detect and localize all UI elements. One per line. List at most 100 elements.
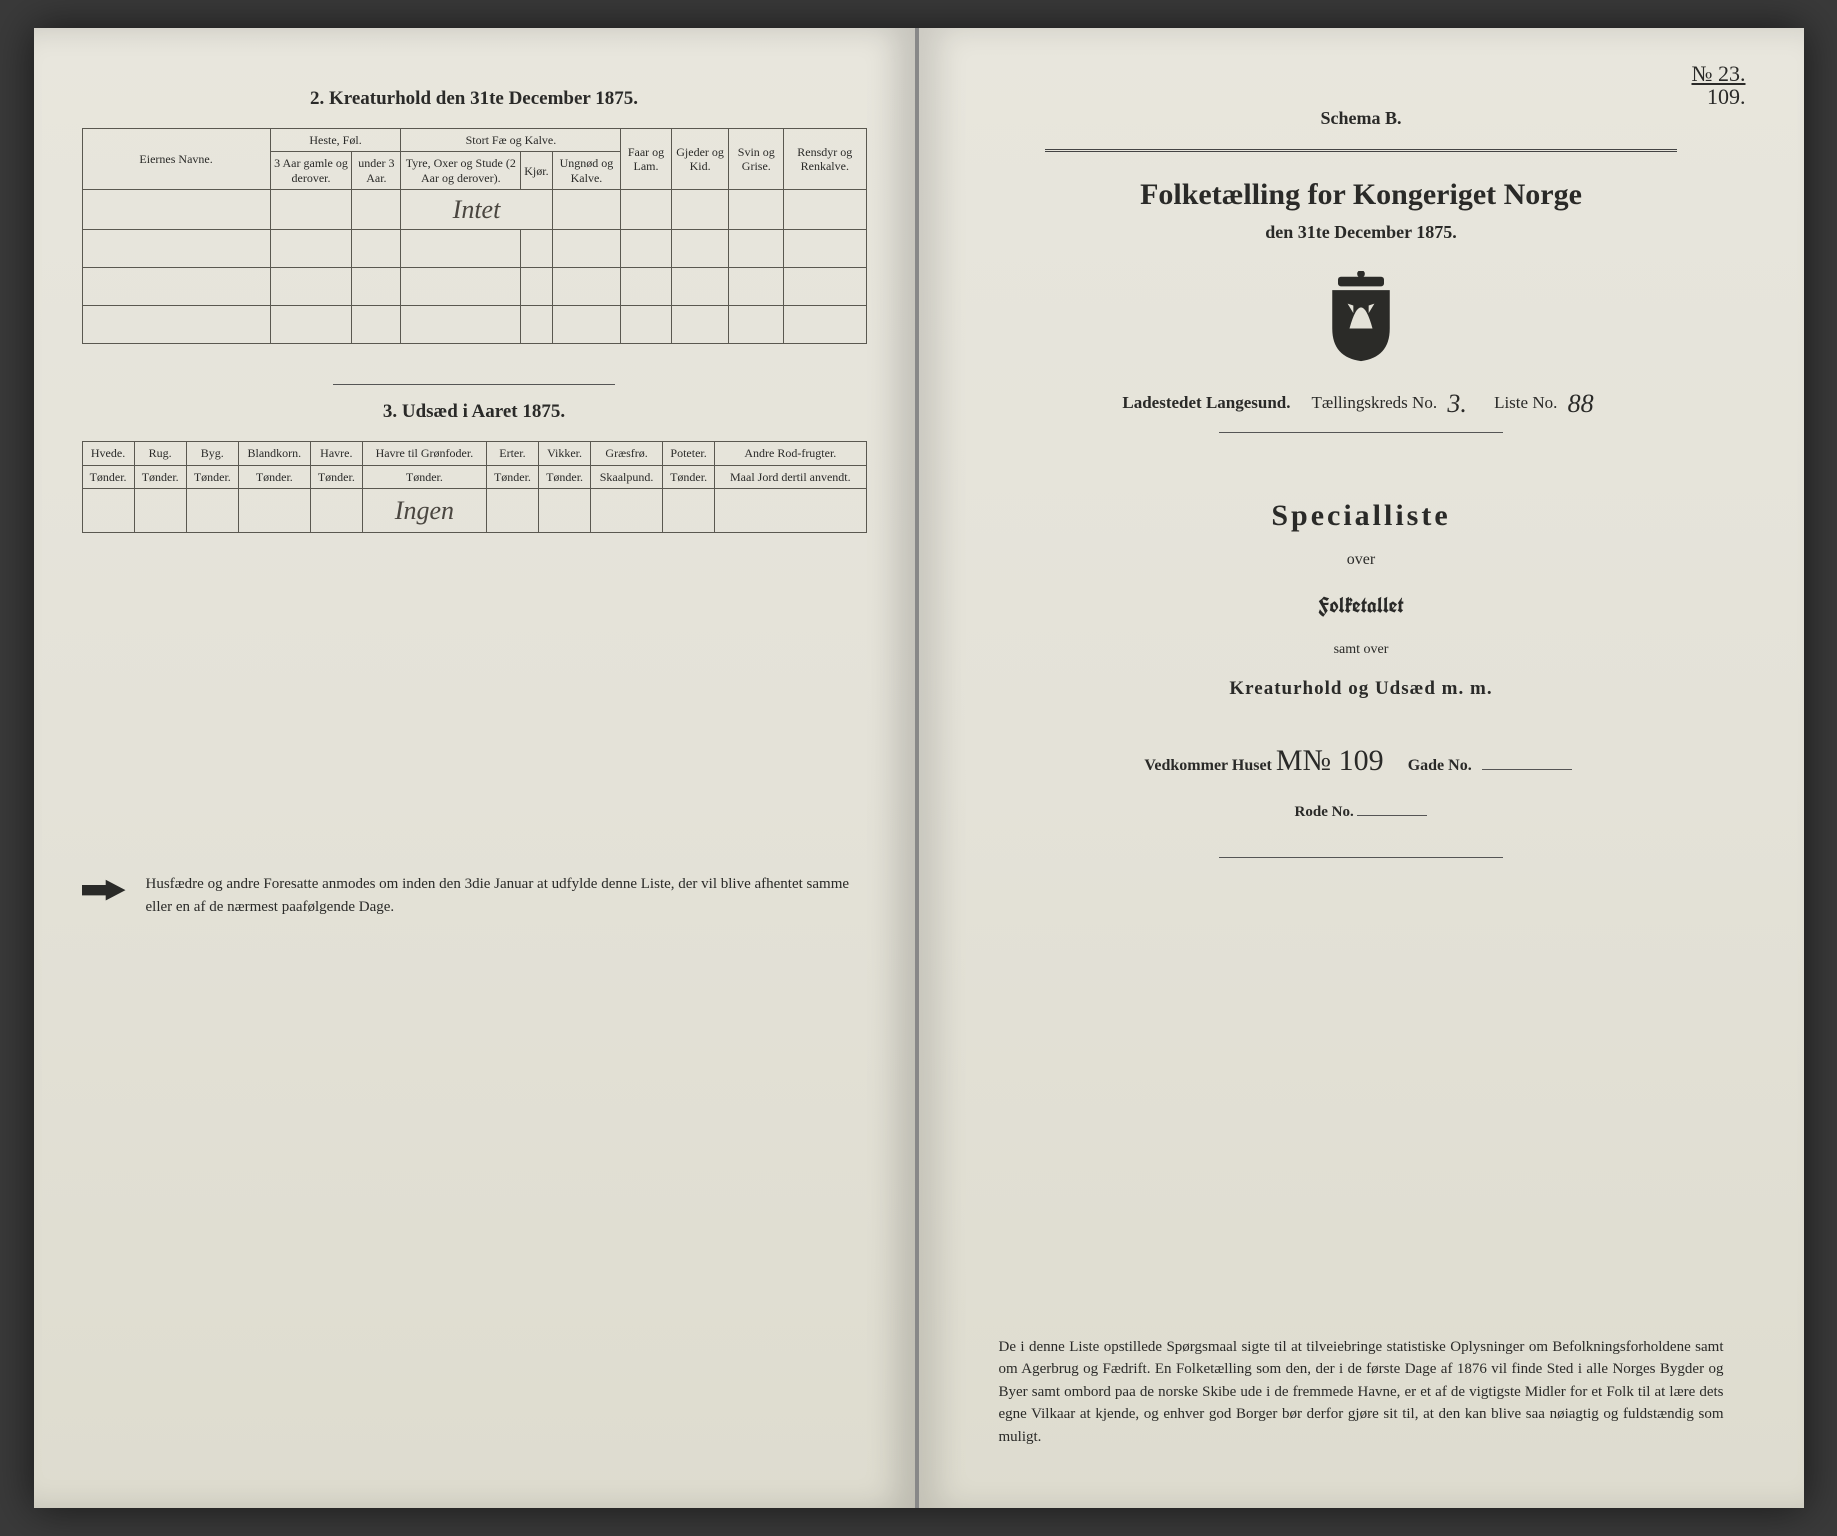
- table-cell: [82, 230, 270, 268]
- table-cell: [401, 306, 521, 344]
- table-cell: [186, 489, 238, 533]
- seed-col: Rug.: [134, 442, 186, 465]
- document-spread: 2. Kreaturhold den 31te December 1875. E…: [34, 28, 1804, 1508]
- table-cell: [521, 268, 552, 306]
- seed-col: Byg.: [186, 442, 238, 465]
- table-cell: [238, 489, 310, 533]
- seed-unit-row: Tønder. Tønder. Tønder. Tønder. Tønder. …: [82, 465, 866, 488]
- seed-unit: Tønder.: [539, 465, 591, 488]
- table-cell: [715, 489, 866, 533]
- page-number-annotation: № 23. 109.: [1692, 62, 1746, 108]
- seed-unit: Tønder.: [310, 465, 362, 488]
- section-2-title: 2. Kreaturhold den 31te December 1875.: [82, 88, 867, 110]
- divider: [1045, 149, 1676, 152]
- seed-header-row: Hvede. Rug. Byg. Blandkorn. Havre. Havre…: [82, 442, 866, 465]
- table-cell: [352, 230, 401, 268]
- census-title: Folketælling for Kongeriget Norge: [967, 178, 1756, 212]
- table-cell: [663, 489, 715, 533]
- place-label: Ladestedet Langesund.: [1122, 393, 1290, 412]
- table-cell: [671, 230, 729, 268]
- seed-entry: Ingen: [362, 489, 486, 533]
- census-date: den 31te December 1875.: [967, 222, 1756, 243]
- divider: [1219, 432, 1503, 433]
- table-cell: [82, 489, 134, 533]
- table-cell: [671, 268, 729, 306]
- liste-label: Liste No.: [1494, 393, 1557, 412]
- table-cell: [352, 306, 401, 344]
- seed-col: Blandkorn.: [238, 442, 310, 465]
- table-cell: [671, 190, 729, 230]
- seed-col: Poteter.: [663, 442, 715, 465]
- table-cell: [401, 268, 521, 306]
- gade-label: Gade No.: [1408, 757, 1472, 774]
- table-cell: [784, 268, 866, 306]
- table-cell: [82, 190, 270, 230]
- coat-of-arms-icon: [1322, 271, 1400, 363]
- corner-bottom: 109.: [1692, 85, 1746, 108]
- col-sheep: Faar og Lam.: [621, 129, 671, 190]
- table-cell: [671, 306, 729, 344]
- seed-col: Havre.: [310, 442, 362, 465]
- seed-unit: Tønder.: [238, 465, 310, 488]
- house-line: Vedkommer Huset M№ 109 Gade No.: [967, 744, 1756, 778]
- table-cell: [591, 489, 663, 533]
- seed-unit: Tønder.: [134, 465, 186, 488]
- house-value: M№ 109: [1276, 744, 1384, 777]
- col-pig: Svin og Grise.: [729, 129, 784, 190]
- table-cell: [621, 268, 671, 306]
- table-cell: [621, 230, 671, 268]
- seed-unit: Tønder.: [663, 465, 715, 488]
- table-cell: [621, 306, 671, 344]
- col-owner: Eiernes Navne.: [82, 129, 270, 190]
- kreds-label: Tællingskreds No.: [1311, 393, 1437, 412]
- grp-cattle: Stort Fæ og Kalve.: [401, 129, 621, 152]
- rode-line: Rode No.: [967, 800, 1756, 821]
- over-label: over: [967, 551, 1756, 569]
- cattle-c: Ungnød og Kalve.: [552, 152, 621, 190]
- table-cell: [270, 190, 352, 230]
- col-reindeer: Rensdyr og Renkalve.: [784, 129, 866, 190]
- seed-col: Erter.: [486, 442, 538, 465]
- notice-text: Husfædre og andre Foresatte anmodes om i…: [146, 873, 867, 918]
- table-cell: [552, 190, 621, 230]
- seed-unit: Tønder.: [486, 465, 538, 488]
- table-cell: [552, 268, 621, 306]
- corner-top: № 23.: [1692, 62, 1746, 85]
- gade-blank: [1482, 752, 1572, 770]
- table-cell: [270, 268, 352, 306]
- cattle-a: Tyre, Oxer og Stude (2 Aar og derover).: [401, 152, 521, 190]
- cattle-b: Kjør.: [521, 152, 552, 190]
- pointing-hand-icon: [82, 877, 126, 903]
- specialliste-heading: Specialliste: [967, 499, 1756, 533]
- seed-unit: Skaalpund.: [591, 465, 663, 488]
- table-cell: [784, 190, 866, 230]
- table-cell: [270, 306, 352, 344]
- left-page: 2. Kreaturhold den 31te December 1875. E…: [34, 28, 919, 1508]
- divider: [333, 384, 616, 385]
- seed-col: Vikker.: [539, 442, 591, 465]
- divider: [1219, 857, 1503, 858]
- house-label: Vedkommer Huset: [1144, 757, 1272, 774]
- table-cell: [401, 230, 521, 268]
- liste-value: 88: [1562, 389, 1600, 420]
- grp-horses: Heste, Føl.: [270, 129, 401, 152]
- right-page: № 23. 109. Schema B. Folketælling for Ko…: [919, 28, 1804, 1508]
- table-cell: [539, 489, 591, 533]
- horses-b: under 3 Aar.: [352, 152, 401, 190]
- table-cell: [270, 230, 352, 268]
- table-cell: [621, 190, 671, 230]
- instruction-paragraph: De i denne Liste opstillede Spørgsmaal s…: [999, 1336, 1724, 1449]
- table-cell: [552, 306, 621, 344]
- rode-label: Rode No.: [1295, 804, 1354, 820]
- table-cell: [552, 230, 621, 268]
- seed-unit: Tønder.: [362, 465, 486, 488]
- notice-block: Husfædre og andre Foresatte anmodes om i…: [82, 873, 867, 918]
- table-cell: [729, 230, 784, 268]
- seed-unit: Maal Jord dertil anvendt.: [715, 465, 866, 488]
- seed-col: Græsfrø.: [591, 442, 663, 465]
- folketallet-label: Folketallet: [967, 591, 1756, 620]
- horses-a: 3 Aar gamle og derover.: [270, 152, 352, 190]
- table-cell: [82, 268, 270, 306]
- table-cell: [352, 190, 401, 230]
- seed-unit: Tønder.: [186, 465, 238, 488]
